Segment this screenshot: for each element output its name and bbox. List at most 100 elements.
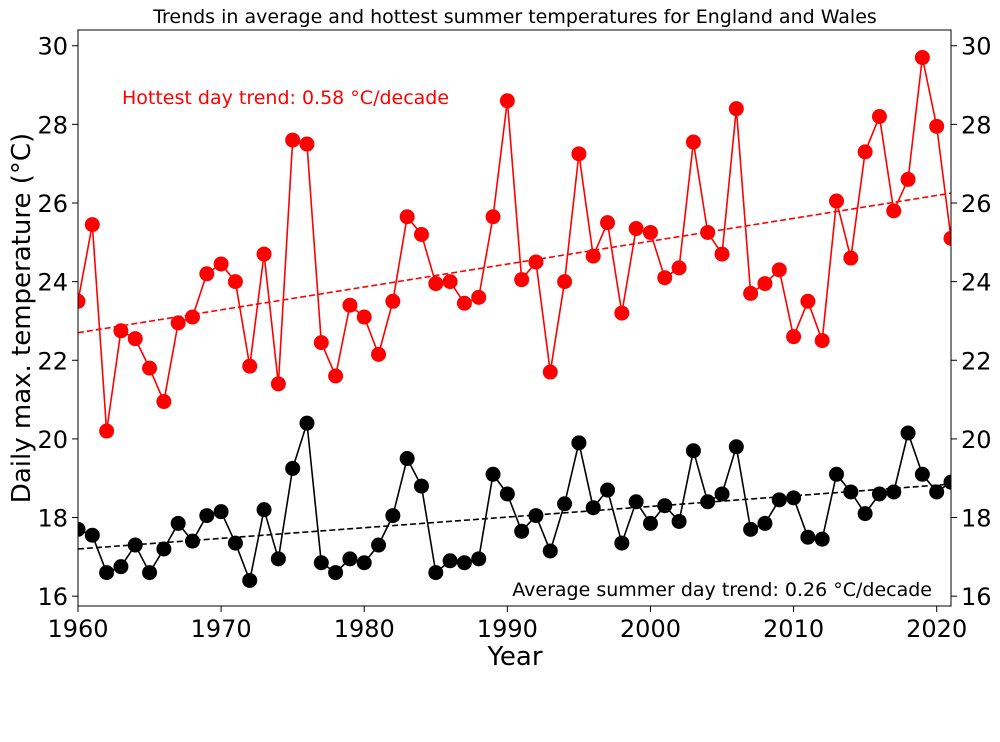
y-tick-label-left-28: 28: [37, 111, 68, 139]
hottest-day-point-1962: [99, 424, 114, 439]
hottest-day-point-1969: [199, 266, 214, 281]
hottest-day-point-1961: [85, 217, 100, 232]
average-summer-day-point-1982: [385, 508, 400, 523]
hottest-day-point-1979: [342, 298, 357, 313]
y-tick-label-right-20: 20: [961, 426, 992, 454]
average-summer-day-point-2013: [829, 467, 844, 482]
x-tick-label-1970: 1970: [191, 615, 252, 643]
average-summer-day-point-1961: [85, 528, 100, 543]
hottest-day-point-2001: [657, 270, 672, 285]
average-summer-day-point-2019: [915, 467, 930, 482]
hottest-day-point-1974: [271, 376, 286, 391]
average-summer-day-point-1999: [629, 494, 644, 509]
hottest-day-point-1977: [314, 335, 329, 350]
hottest-day-point-2011: [800, 294, 815, 309]
hottest-day-point-2002: [672, 260, 687, 275]
hottest-day-point-1966: [156, 394, 171, 409]
hottest-day-point-2016: [872, 109, 887, 124]
average-summer-day-point-1967: [171, 516, 186, 531]
average-summer-day-point-1974: [271, 551, 286, 566]
hottest-day-point-1990: [500, 93, 515, 108]
hottest-day-point-1996: [586, 249, 601, 264]
average-summer-day-point-2010: [786, 490, 801, 505]
hottest-day-point-2012: [815, 333, 830, 348]
hottest-day-trend-line: [78, 193, 951, 333]
hottest-day-point-1995: [571, 146, 586, 161]
x-tick-label-2010: 2010: [763, 615, 824, 643]
hottest-day-point-1965: [142, 361, 157, 376]
y-tick-label-right-18: 18: [961, 505, 992, 533]
average-summer-day-point-1964: [128, 538, 143, 553]
hottest-day-point-2004: [700, 225, 715, 240]
hottest-day-point-1989: [486, 209, 501, 224]
hottest-day-point-1992: [528, 254, 543, 269]
hottest-trend-annotation: Hottest day trend: 0.58 °C/decade: [122, 87, 449, 109]
hottest-day-point-2010: [786, 329, 801, 344]
x-tick-label-2000: 2000: [620, 615, 681, 643]
average-summer-day-point-1996: [586, 500, 601, 515]
hottest-day-point-2019: [915, 50, 930, 65]
hottest-day-point-1985: [428, 276, 443, 291]
y-axis-label: Daily max. temperature (°C): [7, 133, 37, 503]
hottest-day-point-1976: [299, 137, 314, 152]
y-tick-label-left-24: 24: [37, 269, 68, 297]
average-summer-day-point-2016: [872, 486, 887, 501]
y-tick-label-left-26: 26: [37, 190, 68, 218]
average-summer-day-point-2017: [886, 484, 901, 499]
hottest-day-point-1984: [414, 227, 429, 242]
average-summer-day-point-1984: [414, 479, 429, 494]
average-summer-day-point-2001: [657, 498, 672, 513]
average-summer-day-point-1987: [457, 555, 472, 570]
hottest-day-series-line: [78, 58, 951, 432]
average-summer-day-point-2020: [929, 484, 944, 499]
hottest-day-point-1986: [443, 274, 458, 289]
average-summer-day-point-2015: [858, 506, 873, 521]
hottest-day-point-1963: [113, 323, 128, 338]
average-summer-day-point-1962: [99, 565, 114, 580]
hottest-day-point-2018: [901, 172, 916, 187]
hottest-day-point-1964: [128, 331, 143, 346]
hottest-day-point-1997: [600, 215, 615, 230]
average-summer-day-point-1993: [543, 543, 558, 558]
hottest-day-point-2015: [858, 144, 873, 159]
average-summer-day-point-1975: [285, 461, 300, 476]
y-tick-label-right-24: 24: [961, 269, 992, 297]
y-tick-label-left-18: 18: [37, 505, 68, 533]
hottest-day-point-1975: [285, 133, 300, 148]
average-summer-day-point-2005: [715, 486, 730, 501]
hottest-day-point-2009: [772, 262, 787, 277]
average-summer-day-point-2007: [743, 522, 758, 537]
average-summer-day-point-1985: [428, 565, 443, 580]
average-summer-day-point-1990: [500, 486, 515, 501]
average-summer-day-point-1973: [257, 502, 272, 517]
y-tick-label-right-22: 22: [961, 347, 992, 375]
hottest-day-point-1980: [357, 310, 372, 325]
average-summer-day-point-1969: [199, 508, 214, 523]
average-summer-day-point-1991: [514, 524, 529, 539]
plot-content: [71, 50, 959, 588]
hottest-day-point-2006: [729, 101, 744, 116]
x-tick-label-1960: 1960: [47, 615, 108, 643]
hottest-day-point-1993: [543, 365, 558, 380]
hottest-day-point-1987: [457, 296, 472, 311]
chart: Trends in average and hottest summer tem…: [0, 0, 1000, 742]
hottest-day-point-1978: [328, 368, 343, 383]
y-tick-label-right-16: 16: [961, 583, 992, 611]
hottest-day-point-1988: [471, 290, 486, 305]
hottest-day-point-1970: [214, 256, 229, 271]
average-summer-day-point-1997: [600, 483, 615, 498]
average-summer-day-point-1998: [614, 536, 629, 551]
average-trend-annotation: Average summer day trend: 0.26 °C/decade: [512, 579, 932, 601]
average-summer-day-point-2009: [772, 492, 787, 507]
average-summer-day-point-1976: [299, 416, 314, 431]
y-tick-label-left-22: 22: [37, 347, 68, 375]
average-summer-day-point-1989: [486, 467, 501, 482]
average-summer-day-point-1988: [471, 551, 486, 566]
hottest-day-point-1971: [228, 274, 243, 289]
x-tick-label-1980: 1980: [334, 615, 395, 643]
hottest-day-point-1991: [514, 272, 529, 287]
average-summer-day-point-1979: [342, 551, 357, 566]
y-tick-label-left-30: 30: [37, 33, 68, 61]
hottest-day-point-2005: [715, 247, 730, 262]
average-summer-day-point-1963: [113, 559, 128, 574]
